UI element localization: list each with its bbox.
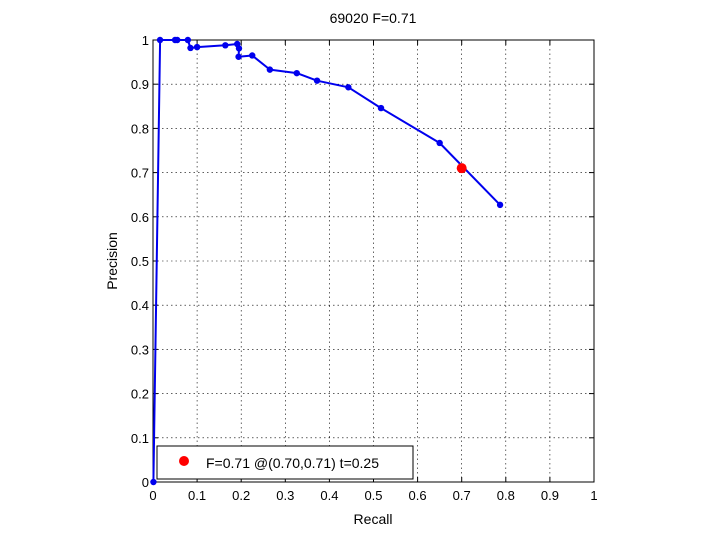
data-point — [156, 36, 164, 44]
data-point — [171, 36, 179, 44]
x-tick-label: 0 — [149, 488, 156, 503]
data-point — [313, 77, 321, 84]
data-point — [193, 43, 201, 51]
axis-ticks: 0 0.1 0.2 0.3 0.4 0.5 0.6 0.7 0.8 0.9 1 0 0.1 0.2 0.3 0… — [131, 33, 598, 503]
x-tick-label: 0.1 — [188, 488, 206, 503]
data-point — [249, 52, 256, 59]
x-tick-label: 0.2 — [232, 488, 250, 503]
x-tick-label: 0.7 — [453, 488, 471, 503]
legend-marker — [179, 456, 189, 466]
legend: F=0.71 @(0.70,0.71) t=0.25 — [156, 445, 414, 480]
series-layer — [150, 36, 504, 486]
legend-label: F=0.71 @(0.70,0.71) t=0.25 — [206, 455, 379, 471]
data-point — [345, 84, 352, 91]
data-point — [150, 478, 157, 486]
y-tick-label: 0.9 — [131, 77, 149, 92]
x-tick-label: 0.9 — [541, 488, 559, 503]
x-tick-label: 1 — [590, 488, 597, 503]
y-tick-label: 0.6 — [131, 210, 149, 225]
x-tick-label: 0.6 — [409, 488, 427, 503]
y-tick-label: 0.3 — [131, 342, 149, 357]
data-point — [222, 42, 229, 49]
data-point — [234, 40, 241, 48]
y-tick-label: 0.8 — [131, 121, 149, 136]
x-tick-label: 0.8 — [497, 488, 515, 503]
grid — [153, 40, 594, 482]
y-axis-label: Precision — [104, 232, 120, 290]
data-point — [235, 53, 242, 60]
data-point — [184, 36, 192, 44]
y-tick-label: 0.7 — [131, 166, 149, 181]
data-point — [187, 44, 194, 52]
x-tick-label: 0.5 — [364, 488, 382, 503]
data-point — [293, 69, 300, 77]
x-tick-label: 0.3 — [276, 488, 294, 503]
data-point — [436, 139, 443, 147]
y-tick-label: 0.4 — [131, 298, 149, 313]
y-tick-label: 0.5 — [131, 254, 149, 269]
best-f-point — [456, 163, 467, 174]
y-tick-label: 0 — [142, 475, 149, 490]
x-tick-label: 0.4 — [320, 488, 338, 503]
chart-title: 69020 F=0.71 — [330, 10, 417, 26]
legend-box — [156, 445, 414, 480]
y-tick-label: 0.1 — [131, 431, 149, 446]
data-point — [266, 66, 274, 73]
data-point — [496, 201, 504, 209]
x-axis-label: Recall — [354, 511, 393, 527]
y-tick-label: 0.2 — [131, 387, 149, 402]
y-tick-label: 1 — [142, 33, 149, 48]
data-point — [377, 104, 385, 112]
